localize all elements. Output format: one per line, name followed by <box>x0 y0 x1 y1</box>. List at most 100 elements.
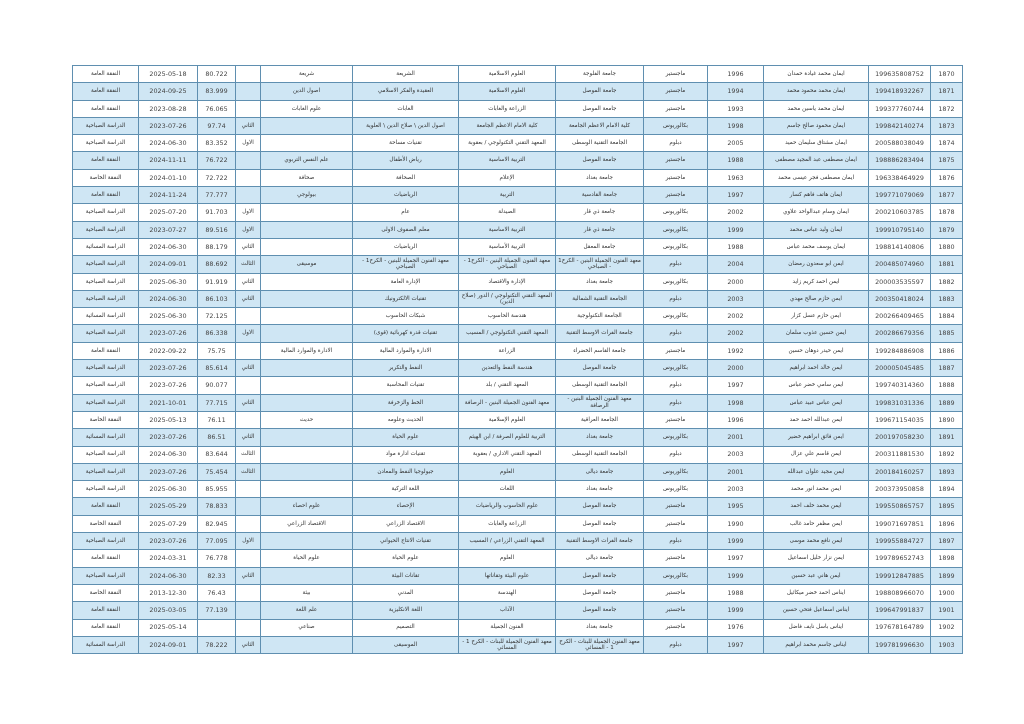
degree-cell: دبلوم <box>643 532 708 551</box>
funding-type-cell: الدراسة الصباحية <box>72 116 139 136</box>
id-number-cell: 199831031336 <box>868 393 931 412</box>
degree-cell: ماجستير <box>643 549 708 568</box>
degree-cell: ماجستير <box>643 186 708 205</box>
degree-cell: ماجستير <box>643 341 708 361</box>
specialization-cell <box>260 480 353 499</box>
specialization-cell <box>260 289 353 309</box>
degree-cell: ماجستير <box>643 99 708 118</box>
id-number-cell: 199635808752 <box>868 64 931 84</box>
score-cell: 91.703 <box>197 203 236 222</box>
name-cell: ايمان وسام عبدالواحد علاوي <box>763 203 869 222</box>
rank-cell: الثالث <box>235 445 261 464</box>
year-cell: 2003 <box>707 445 764 464</box>
specialization-cell <box>260 116 353 136</box>
university-cell: معهد الفنون الجميلة للبنات - الكرخ 1 - ا… <box>555 635 644 655</box>
specialization-cell <box>260 635 353 655</box>
specialization-cell: علم النفس التربوي <box>260 151 353 170</box>
date-cell: 2024-03-31 <box>138 549 198 568</box>
name-cell: ايمان يوسف محمد عباس <box>763 237 869 257</box>
name-cell: ايمان مشتاق سليمان حميد <box>763 134 869 153</box>
college-cell: الإدارة والاقتصاد <box>458 272 556 291</box>
table-row: 1887 200005045485 ايمن خالد احمد ابراهيم 20… <box>72 359 963 378</box>
date-cell: 2013-12-30 <box>138 583 198 603</box>
id-number-cell: 200588038049 <box>868 134 931 153</box>
id-number-cell: 198808966070 <box>868 583 931 603</box>
serial-cell: 1880 <box>930 237 963 257</box>
department-cell: تقنيات الانتاج الحيواني <box>352 532 459 551</box>
university-cell: جامعة ذي قار <box>555 203 644 222</box>
date-cell: 2023-08-28 <box>138 99 198 118</box>
rank-cell: الثاني <box>235 428 261 447</box>
serial-cell: 1900 <box>930 583 963 603</box>
year-cell: 2003 <box>707 289 764 309</box>
serial-cell: 1885 <box>930 324 963 343</box>
degree-cell: ماجستير <box>643 601 708 620</box>
name-cell: ايمان هاتف فاهم كسار <box>763 186 869 205</box>
rank-cell <box>235 341 261 361</box>
serial-cell: 1877 <box>930 186 963 205</box>
score-cell: 82.33 <box>197 566 236 585</box>
specialization-cell <box>260 393 353 412</box>
score-cell: 86.338 <box>197 324 236 343</box>
year-cell: 2001 <box>707 462 764 482</box>
score-cell: 86.103 <box>197 289 236 309</box>
university-cell: الجامعة التكنولوجية <box>555 307 644 326</box>
year-cell: 1997 <box>707 549 764 568</box>
rank-cell: الثاني <box>235 116 261 136</box>
university-cell: معهد الفنون الجميلة البنين - الكرخ1 - ال… <box>555 255 644 274</box>
serial-cell: 1894 <box>930 480 963 499</box>
date-cell: 2025-05-14 <box>138 618 198 637</box>
date-cell: 2024-09-25 <box>138 82 198 101</box>
serial-cell: 1898 <box>930 549 963 568</box>
department-cell: الموسيقى <box>352 635 459 655</box>
date-cell: 2023-07-26 <box>138 359 198 378</box>
rank-cell <box>235 549 261 568</box>
college-cell: المعهد التقني / بلد <box>458 376 556 395</box>
date-cell: 2024-09-01 <box>138 635 198 655</box>
year-cell: 1996 <box>707 64 764 84</box>
rank-cell <box>235 480 261 499</box>
name-cell: ايمان محمود صالح جاسم <box>763 116 869 136</box>
college-cell: معهد الفنون الجميلة للبنات - الكرخ 1 - ا… <box>458 635 556 655</box>
score-cell <box>197 618 236 637</box>
rank-cell <box>235 99 261 118</box>
funding-type-cell: النفقة العامة <box>72 618 139 637</box>
college-cell: المعهد التقني التكنولوجي / المسيب <box>458 324 556 343</box>
id-number-cell: 200184160257 <box>868 462 931 482</box>
university-cell: جامعة الموصل <box>555 82 644 101</box>
score-cell: 91.919 <box>197 272 236 291</box>
id-number-cell: 200350418024 <box>868 289 931 309</box>
department-cell: علوم الحياة <box>352 549 459 568</box>
year-cell: 2001 <box>707 428 764 447</box>
year-cell: 1988 <box>707 237 764 257</box>
serial-cell: 1884 <box>930 307 963 326</box>
date-cell: 2025-05-13 <box>138 410 198 430</box>
degree-cell: دبلوم <box>643 393 708 412</box>
university-cell: جامعة الموصل <box>555 359 644 378</box>
date-cell: 2025-05-18 <box>138 64 198 84</box>
rank-cell: الثاني <box>235 393 261 412</box>
id-number-cell: 199550865757 <box>868 497 931 516</box>
score-cell: 83.999 <box>197 82 236 101</box>
rank-cell <box>235 583 261 603</box>
university-cell: الجامعة التقنية الشمالية <box>555 289 644 309</box>
college-cell: كلية الامام الاعظم الجامعة <box>458 116 556 136</box>
college-cell: الزراعة والغابات <box>458 514 556 534</box>
score-cell: 83.352 <box>197 134 236 153</box>
table-row: 1871 199418932267 ايمان محمد محمود محمد 199… <box>72 82 963 101</box>
specialization-cell <box>260 376 353 395</box>
department-cell: تقنيات الالكترونيك <box>352 289 459 309</box>
department-cell: المدني <box>352 583 459 603</box>
university-cell: جامعة بغداد <box>555 428 644 447</box>
date-cell: 2025-05-29 <box>138 497 198 516</box>
funding-type-cell: النفقة الخاصة <box>72 168 139 188</box>
specialization-cell: علم اللغة <box>260 601 353 620</box>
id-number-cell: 197678164789 <box>868 618 931 637</box>
funding-type-cell: الدراسة الصباحية <box>72 272 139 291</box>
funding-type-cell: الدراسة المسائية <box>72 635 139 655</box>
year-cell: 1999 <box>707 601 764 620</box>
degree-cell: بكالوريوس <box>643 272 708 291</box>
college-cell: المعهد التقني الزراعي / المسيب <box>458 532 556 551</box>
year-cell: 2005 <box>707 134 764 153</box>
funding-type-cell: النفقة العامة <box>72 341 139 361</box>
